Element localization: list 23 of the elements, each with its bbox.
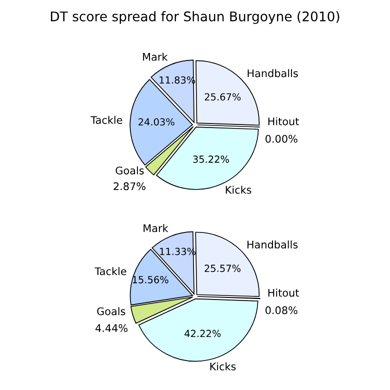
data-label: 24.03%	[138, 118, 174, 126]
data-label: 15.56%	[132, 276, 168, 284]
slice-label: Handballs	[247, 240, 298, 249]
slice-label: Hitout	[268, 288, 299, 297]
slice-label: Tackle	[90, 116, 122, 124]
category-label: Hitout	[268, 117, 299, 126]
slice-label: Mark	[144, 224, 168, 232]
data-label: 25.57%	[204, 264, 241, 272]
slice-label: Kicks	[210, 362, 236, 370]
slice-label: Goals	[97, 307, 126, 316]
data-label: 42.22%	[184, 330, 221, 338]
data-label: 25.67%	[204, 93, 241, 101]
slice-label: Kicks	[226, 186, 252, 194]
data-label: 0.08%	[266, 306, 298, 314]
text: 0.00%	[266, 134, 298, 143]
data-label: 4.44%	[95, 324, 128, 332]
slice-label: Tackle	[94, 267, 126, 276]
slice-label: Mark	[143, 52, 168, 61]
chart-title: DT score spread for Shaun Burgoyne (2010)	[50, 11, 340, 24]
data-label: 35.22%	[193, 156, 229, 163]
slice-label: Handballs	[248, 69, 298, 78]
slice-label: Goals	[116, 166, 144, 174]
data-label: 2.87%	[114, 182, 146, 190]
